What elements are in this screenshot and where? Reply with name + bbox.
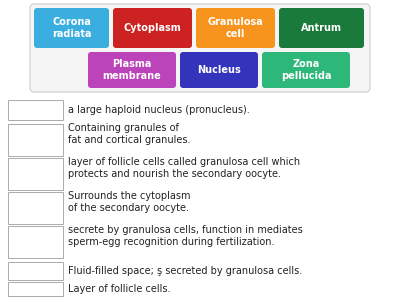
Text: Nucleus: Nucleus <box>197 65 241 75</box>
FancyBboxPatch shape <box>262 52 350 88</box>
Text: a large haploid nucleus (pronucleus).: a large haploid nucleus (pronucleus). <box>68 105 250 115</box>
Bar <box>8 124 63 156</box>
Text: Containing granules of
fat and cortical granules.: Containing granules of fat and cortical … <box>68 123 190 146</box>
FancyBboxPatch shape <box>180 52 258 88</box>
Text: Fluid-filled space; ş secreted by granulosa cells.: Fluid-filled space; ş secreted by granul… <box>68 266 302 276</box>
FancyBboxPatch shape <box>279 8 364 48</box>
FancyBboxPatch shape <box>113 8 192 48</box>
FancyBboxPatch shape <box>88 52 176 88</box>
Bar <box>8 100 63 120</box>
Bar <box>8 262 63 280</box>
FancyBboxPatch shape <box>34 8 109 48</box>
FancyBboxPatch shape <box>196 8 275 48</box>
Text: Layer of follicle cells.: Layer of follicle cells. <box>68 284 170 294</box>
Bar <box>8 158 63 190</box>
Text: Cytoplasm: Cytoplasm <box>124 23 181 33</box>
Text: layer of follicle cells called granulosa cell which
protects and nourish the sec: layer of follicle cells called granulosa… <box>68 157 300 179</box>
FancyBboxPatch shape <box>30 4 370 92</box>
Bar <box>8 226 63 258</box>
Text: secrete by granulosa cells, function in mediates
sperm-egg recognition during fe: secrete by granulosa cells, function in … <box>68 225 303 247</box>
Bar <box>8 192 63 224</box>
Text: Corona
radiata: Corona radiata <box>52 17 91 39</box>
Text: Zona
pellucida: Zona pellucida <box>281 59 331 81</box>
Text: Plasma
membrane: Plasma membrane <box>103 59 161 81</box>
Text: Granulosa
cell: Granulosa cell <box>208 17 263 39</box>
Text: Surrounds the cytoplasm
of the secondary oocyte.: Surrounds the cytoplasm of the secondary… <box>68 190 190 213</box>
Bar <box>8 282 63 296</box>
Text: Antrum: Antrum <box>301 23 342 33</box>
